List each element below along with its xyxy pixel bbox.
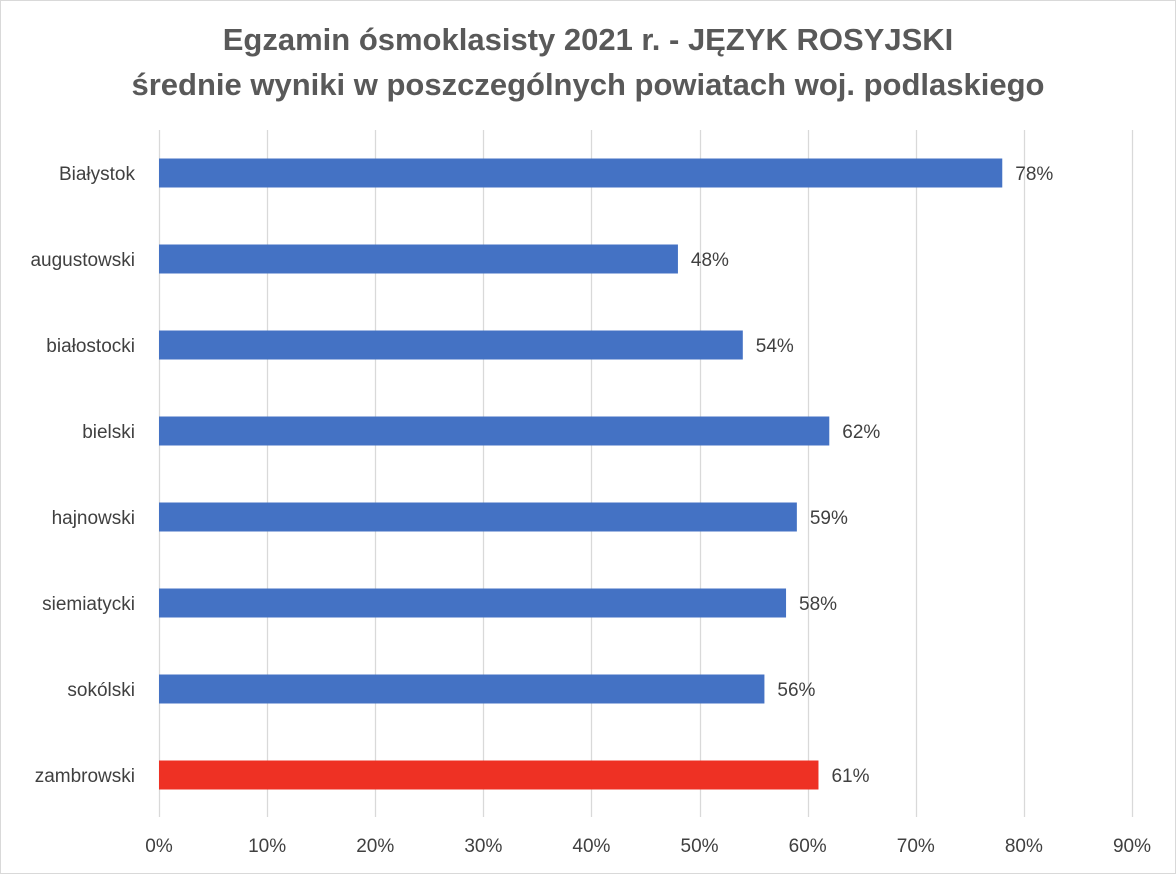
data-label: 62% <box>842 422 880 443</box>
bar <box>159 588 787 618</box>
x-tick-label: 70% <box>897 836 935 857</box>
x-tick-label: 40% <box>572 836 610 857</box>
chart-title-line-1: Egzamin ósmoklasisty 2021 r. - JĘZYK ROS… <box>222 22 954 57</box>
bar <box>159 158 1003 188</box>
category-label: sokólski <box>67 680 135 701</box>
data-label: 61% <box>831 766 869 787</box>
category-label: białostocki <box>46 336 135 357</box>
category-label: Białystok <box>59 164 136 185</box>
category-label: siemiatycki <box>42 594 135 615</box>
category-label: hajnowski <box>52 508 135 529</box>
bar <box>159 760 819 790</box>
chart-title-line-2: średnie wyniki w poszczególnych powiatac… <box>131 67 1045 102</box>
data-label: 78% <box>1015 164 1053 185</box>
data-label: 58% <box>799 594 837 615</box>
bar <box>159 416 830 446</box>
x-tick-label: 60% <box>789 836 827 857</box>
bar <box>159 674 765 704</box>
x-tick-label: 90% <box>1113 836 1151 857</box>
bar <box>159 244 678 274</box>
bars <box>159 158 1003 790</box>
category-label: bielski <box>82 422 135 443</box>
data-label: 59% <box>810 508 848 529</box>
bar <box>159 330 743 360</box>
x-tick-label: 10% <box>248 836 286 857</box>
category-label: augustowski <box>30 250 135 271</box>
category-label: zambrowski <box>35 766 135 787</box>
gridlines <box>158 130 1134 817</box>
x-tick-label: 30% <box>464 836 502 857</box>
data-label: 48% <box>691 250 729 271</box>
data-label: 56% <box>777 680 815 701</box>
x-tick-label: 80% <box>1005 836 1043 857</box>
labels: 0% 10% 20% 30% 40% 50% 60% 70% 80% 90% Białystok 78… <box>30 164 1151 857</box>
data-label: 54% <box>756 336 794 357</box>
x-tick-label: 50% <box>681 836 719 857</box>
bar <box>159 502 797 532</box>
x-tick-label: 20% <box>356 836 394 857</box>
x-tick-label: 0% <box>145 836 173 857</box>
